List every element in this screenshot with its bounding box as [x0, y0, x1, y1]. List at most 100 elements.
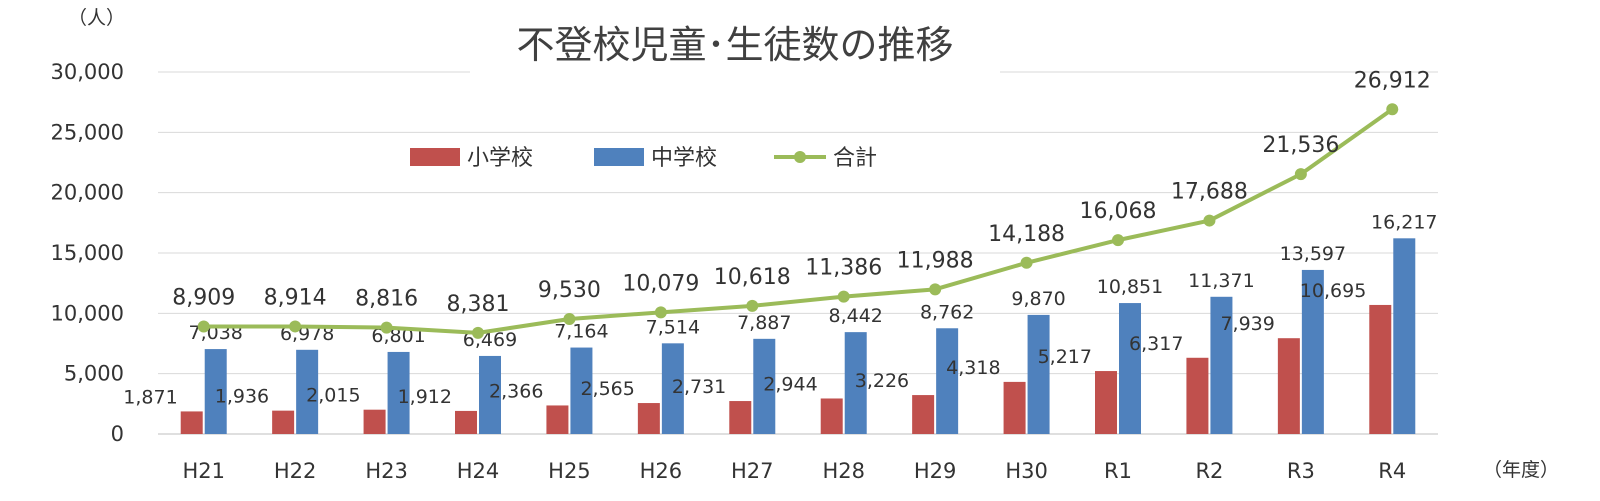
bar-elementary	[455, 410, 477, 434]
bar-labels: 1,8717,0381,9366,9782,0156,8011,9126,469…	[123, 211, 1437, 408]
data-label-elementary: 5,217	[1038, 346, 1092, 368]
bar-elementary	[1186, 357, 1209, 434]
data-label-junior-high: 9,870	[1011, 288, 1065, 310]
x-tick-label: H24	[457, 459, 500, 483]
bar-elementary	[546, 405, 569, 434]
legend: 小学校 中学校 合計	[410, 146, 877, 171]
x-tick-label: H21	[182, 459, 225, 483]
data-label-junior-high: 7,164	[554, 321, 608, 343]
data-label-total: 8,909	[172, 285, 235, 310]
bar-junior-high	[570, 347, 593, 434]
total-point	[1386, 103, 1399, 116]
bar-elementary	[820, 398, 843, 434]
data-label-total: 17,688	[1171, 180, 1248, 205]
total-point	[197, 320, 210, 333]
bar-elementary	[272, 410, 295, 434]
bar-junior-high	[387, 351, 410, 434]
x-tick-label: R1	[1104, 459, 1132, 483]
data-label-elementary: 10,695	[1300, 280, 1366, 302]
data-label-total: 8,816	[355, 287, 418, 312]
x-tick-label: H30	[1005, 459, 1048, 483]
total-point	[1112, 234, 1124, 247]
x-unit-label: （年度）	[1483, 459, 1559, 481]
bar-elementary	[1369, 304, 1392, 434]
x-tick-label: H25	[548, 459, 591, 483]
total-line	[197, 103, 1399, 339]
y-tick-label: 30,000	[51, 60, 124, 84]
data-label-elementary: 1,871	[123, 386, 177, 408]
data-label-elementary: 2,366	[489, 380, 543, 402]
bar-junior-high	[1393, 238, 1416, 434]
y-tick-label: 5,000	[64, 362, 124, 386]
y-axis-ticks: 0 5,000 10,000 15,000 20,000 25,000 30,000	[51, 60, 124, 446]
legend-swatch-junior-high	[594, 148, 644, 166]
data-label-elementary: 2,565	[580, 378, 634, 400]
data-label-total: 8,381	[447, 292, 510, 317]
data-label-total: 11,386	[805, 256, 882, 281]
data-label-total: 26,912	[1354, 68, 1431, 93]
total-point	[472, 326, 484, 339]
data-label-junior-high: 16,217	[1371, 211, 1437, 233]
bar-elementary	[180, 411, 203, 434]
total-series-line	[201, 107, 1395, 335]
x-tick-label: R2	[1195, 459, 1223, 483]
data-label-total: 11,988	[897, 248, 974, 273]
data-label-total: 8,914	[264, 285, 327, 310]
total-point	[1203, 214, 1216, 227]
data-label-total: 14,188	[988, 222, 1065, 247]
total-point	[746, 299, 759, 312]
bar-junior-high	[936, 328, 959, 434]
legend-label-total: 合計	[833, 146, 877, 171]
y-tick-label: 15,000	[51, 241, 124, 265]
data-label-elementary: 2,015	[306, 385, 360, 407]
bar-junior-high	[753, 338, 776, 434]
bar-elementary	[1095, 371, 1117, 434]
data-label-junior-high: 13,597	[1280, 243, 1346, 265]
bar-junior-high	[1301, 269, 1324, 434]
bar-elementary	[637, 403, 660, 434]
y-tick-label: 25,000	[51, 120, 124, 144]
data-label-junior-high: 11,371	[1188, 270, 1254, 292]
legend-label-junior-high: 中学校	[651, 146, 717, 171]
gridlines	[158, 71, 1438, 435]
x-tick-label: R3	[1287, 459, 1315, 483]
total-point	[929, 283, 942, 296]
y-tick-label: 10,000	[51, 301, 124, 325]
data-label-junior-high: 7,887	[737, 312, 791, 334]
legend-swatch-elementary	[410, 148, 460, 166]
x-tick-label: H22	[274, 459, 317, 483]
x-tick-label: H26	[640, 459, 683, 483]
x-axis-ticks: H21 H22 H23 H24 H25 H26 H27 H28 H29 H30 R1 R2 R3 R4	[182, 459, 1406, 483]
data-label-total: 10,079	[622, 271, 699, 296]
bar-junior-high	[296, 349, 319, 434]
data-label-junior-high: 8,442	[829, 305, 883, 327]
x-tick-label: H27	[731, 459, 774, 483]
data-label-total: 21,536	[1262, 133, 1339, 158]
data-label-elementary: 2,944	[763, 373, 817, 395]
bar-junior-high	[1210, 296, 1233, 434]
bar-junior-high	[1027, 314, 1050, 434]
total-point	[1294, 168, 1307, 181]
data-label-junior-high: 8,762	[920, 301, 974, 323]
total-point	[289, 320, 302, 333]
y-tick-label: 20,000	[51, 181, 124, 205]
bar-junior-high	[1119, 303, 1141, 434]
total-point	[837, 290, 850, 303]
data-label-elementary: 1,936	[215, 386, 269, 408]
bar-junior-high	[204, 349, 227, 434]
bar-junior-high	[479, 355, 501, 434]
data-label-total: 10,618	[714, 265, 791, 290]
data-label-elementary: 6,317	[1129, 333, 1183, 355]
total-point	[380, 321, 393, 334]
data-label-elementary: 3,226	[855, 370, 909, 392]
title-background	[470, 15, 1000, 77]
x-tick-label: H29	[914, 459, 957, 483]
total-point	[654, 306, 667, 319]
legend-marker-total	[794, 151, 806, 163]
y-tick-label: 0	[111, 422, 124, 446]
total-point	[1020, 256, 1033, 269]
bars	[180, 238, 1416, 434]
data-label-elementary: 1,912	[398, 386, 452, 408]
bar-elementary	[363, 409, 386, 434]
